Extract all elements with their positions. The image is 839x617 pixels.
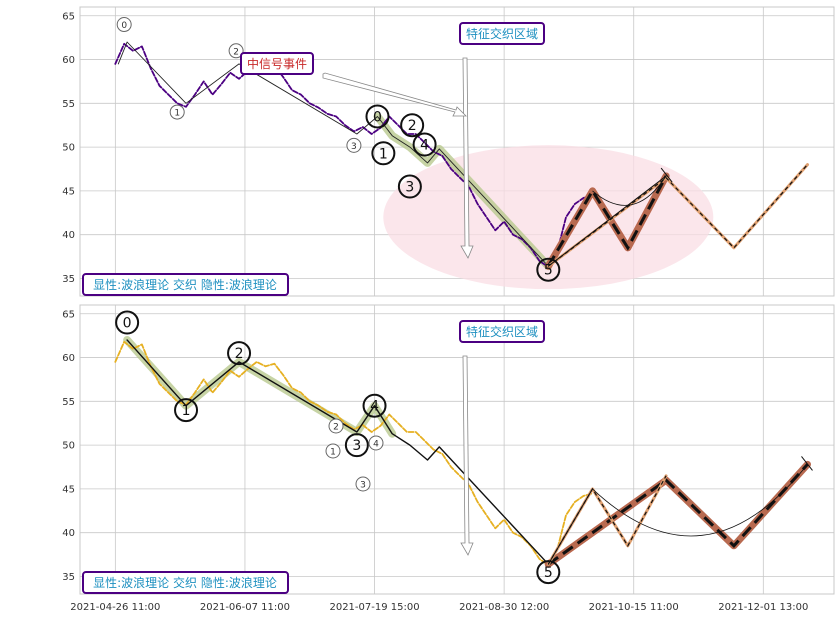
series-wave-line-top (117, 41, 549, 267)
y-tick-label: 40 (62, 528, 75, 539)
x-tick-label: 2021-12-01 13:00 (718, 602, 808, 613)
wave-label-circle-small (116, 17, 132, 33)
wave-label-large: 5 (544, 565, 553, 581)
wave-label-circle-large (371, 141, 396, 166)
wave-label-large: 0 (123, 316, 132, 332)
wave-label-large: 1 (182, 403, 191, 419)
wave-label-small: 0 (121, 21, 127, 31)
y-tick-label: 60 (62, 353, 75, 364)
wave-label-circle-large (536, 560, 561, 585)
wave-label-circle-large (365, 104, 390, 129)
wave-label-large: 1 (379, 146, 388, 162)
feature-arrow (460, 57, 474, 259)
wave-label-circle-large (227, 341, 252, 366)
wave-label-circle-large (174, 398, 199, 423)
wave-label-small: 2 (333, 423, 339, 433)
projection-curve (592, 464, 808, 537)
method-badge (82, 571, 289, 594)
wave-label-circle-small (355, 476, 371, 492)
wave-label-circle-large (412, 132, 437, 157)
end-marker (801, 456, 813, 471)
series-overlay-peach-dashed (547, 164, 808, 267)
feature-badge-label: 特征交织区域 (466, 26, 538, 41)
method-badge-label: 显性:波浪理论 交织 隐性:波浪理论 (93, 277, 277, 292)
series-thin-black (547, 175, 667, 267)
y-tick-label: 50 (62, 143, 75, 154)
wave-label-circle-large (400, 113, 425, 138)
wave-label-small: 4 (373, 440, 379, 450)
wave-label-large: 2 (235, 346, 244, 362)
wave-label-small: 3 (351, 142, 357, 152)
wave-label-circle-large (397, 174, 422, 199)
top-panel: 354045505560650213450123特征交织区域中信号事件显性:波浪… (62, 6, 835, 297)
y-tick-label: 55 (62, 397, 75, 408)
y-tick-label: 45 (62, 484, 75, 495)
x-tick-label: 2021-06-07 11:00 (200, 602, 290, 613)
x-tick-label: 2021-07-19 15:00 (329, 602, 419, 613)
wave-label-circle-small (346, 137, 362, 153)
wave-label-circle-large (362, 393, 387, 418)
wave-label-circle-small (228, 43, 244, 59)
wave-label-circle-small (169, 104, 185, 120)
series-overlay-brown-dashed-thick (547, 175, 668, 267)
y-tick-label: 65 (62, 11, 75, 22)
wave-label-large: 3 (352, 438, 361, 454)
signal-badge-label: 中信号事件 (247, 56, 307, 71)
y-tick-label: 65 (62, 309, 75, 320)
wave-label-large: 4 (370, 399, 379, 415)
plot-frame (79, 304, 835, 595)
wave-label-large: 3 (405, 180, 414, 196)
wave-label-small: 1 (174, 109, 180, 119)
method-badge (82, 273, 289, 296)
series-wave-line-bottom (126, 339, 549, 565)
wave-label-circle-small (325, 443, 341, 459)
series-thin-black (547, 488, 593, 565)
wave-label-circle-small (328, 418, 344, 434)
signal-arrow (322, 72, 467, 117)
wave-label-circle-small (368, 435, 384, 451)
wave-label-circle-large (344, 433, 369, 458)
x-tick-label: 2021-04-26 11:00 (70, 602, 160, 613)
wave-label-large: 2 (408, 118, 417, 134)
wave-label-large: 4 (420, 137, 429, 153)
y-tick-label: 35 (62, 274, 75, 285)
feature-badge (459, 22, 545, 45)
end-marker (660, 167, 673, 183)
y-tick-label: 45 (62, 186, 75, 197)
wave-label-small: 2 (233, 47, 239, 57)
series-price-dashed-yellow (114, 340, 594, 566)
series-overlay-brown-dashed-thick (547, 463, 809, 566)
wave-label-small: 3 (360, 481, 366, 491)
x-axis: 2021-04-26 11:00 2021-06-07 11:00 2021-07-… (70, 602, 808, 613)
y-tick-label: 50 (62, 441, 75, 452)
wave-label-circle-large (115, 310, 140, 335)
feature-arrow (460, 355, 474, 556)
signal-badge (240, 52, 314, 75)
x-tick-label: 2021-08-30 12:00 (459, 602, 549, 613)
feature-badge (459, 320, 545, 343)
projection-curve (592, 175, 667, 206)
x-tick-label: 2021-10-15 11:00 (589, 602, 679, 613)
y-tick-label: 40 (62, 230, 75, 241)
y-tick-label: 35 (62, 572, 75, 583)
wave-label-large: 0 (373, 109, 382, 125)
wave-label-circle-large (536, 257, 561, 282)
series-price-dashed-purple (114, 42, 594, 269)
method-badge-label: 显性:波浪理论 交织 隐性:波浪理论 (93, 575, 277, 590)
y-tick-label: 60 (62, 55, 75, 66)
wave-label-large: 5 (544, 263, 553, 279)
y-tick-label: 55 (62, 99, 75, 110)
feature-badge-label: 特征交织区域 (466, 324, 538, 339)
wave-label-small: 1 (330, 448, 336, 458)
